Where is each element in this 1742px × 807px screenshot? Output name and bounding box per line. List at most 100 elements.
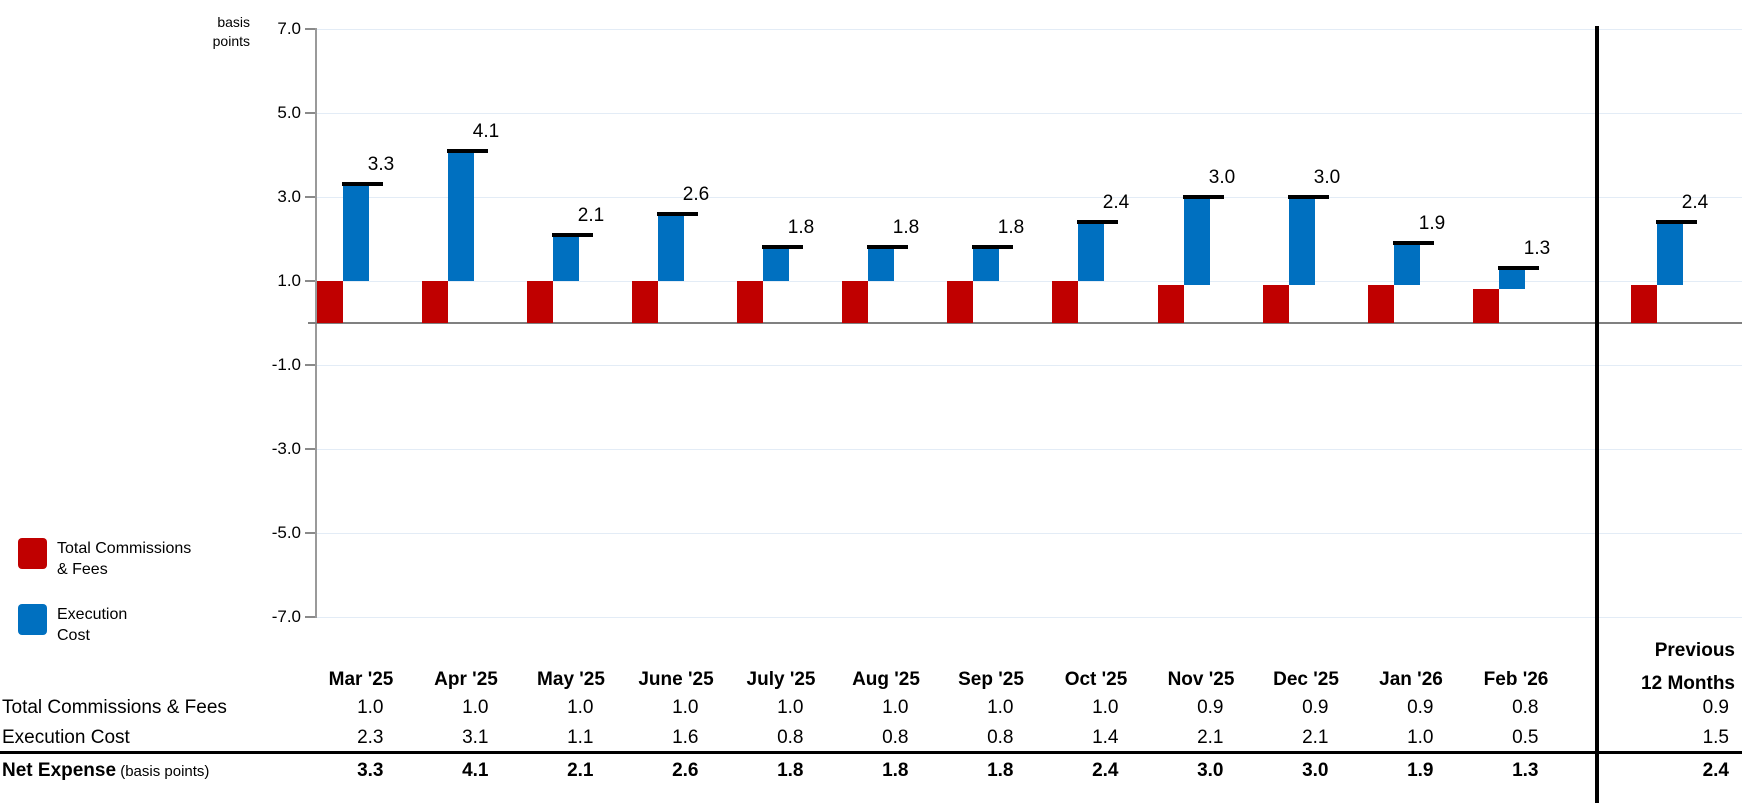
net-expense-cap-marker (1183, 195, 1224, 199)
bar-execution-cost (973, 247, 999, 281)
table-column-header: Apr '25 (434, 669, 498, 690)
y-axis-tick-label: 1.0 (277, 271, 301, 290)
gridline (316, 364, 1742, 366)
y-axis-tick (305, 28, 316, 30)
row-label-suffix: (basis points) (116, 763, 210, 780)
table-column-header: Aug '25 (852, 669, 920, 690)
table-cell: 4.1 (462, 760, 489, 781)
table-cell: 1.6 (672, 727, 699, 748)
net-expense-data-label: 3.0 (1208, 167, 1236, 188)
bar-total-commissions-fees (1263, 285, 1289, 323)
bar-total-commissions-fees (1158, 285, 1184, 323)
net-expense-cap-marker (1077, 220, 1118, 225)
table-cell: 0.8 (882, 727, 909, 748)
net-expense-cap-marker (657, 211, 698, 216)
table-cell: 1.0 (1407, 727, 1434, 748)
table-cell: 3.3 (357, 760, 384, 781)
net-expense-data-label: 4.1 (472, 120, 500, 142)
table-cell: 1.0 (1092, 697, 1119, 718)
table-cell: 0.8 (777, 727, 804, 748)
net-expense-data-label: 3.0 (1313, 167, 1341, 188)
y-axis-tick (305, 280, 316, 282)
table-cell: 2.3 (357, 727, 384, 748)
net-expense-data-label: 1.8 (892, 217, 920, 239)
table-cell: 2.1 (1302, 727, 1329, 748)
table-column-header: Mar '25 (328, 669, 394, 690)
bar-execution-cost (1657, 222, 1683, 286)
table-column-header: June '25 (638, 669, 714, 690)
net-expense-data-label: 1.3 (1523, 238, 1551, 260)
bar-execution-cost (448, 150, 474, 281)
y-axis-tick-label: -1.0 (271, 355, 301, 374)
gridline (316, 532, 1742, 534)
net-expense-cap-marker (1498, 266, 1539, 271)
y-axis-tick (305, 196, 316, 198)
y-axis-tick-label: -5.0 (271, 523, 301, 542)
table-column-header: Feb '26 (1483, 669, 1549, 690)
row-label-text: Execution Cost (2, 727, 130, 748)
summary-table: Mar '25 Apr '25 May '25 June '25 July '25 Aug… (0, 630, 1742, 807)
y-axis-tick (305, 112, 316, 114)
bar-total-commissions-fees (1368, 285, 1394, 323)
table-row-label: Execution Cost (2, 726, 130, 750)
bar-execution-cost (1078, 222, 1104, 281)
net-expense-data-label: 1.9 (1418, 213, 1446, 235)
net-expense-cap-marker (552, 232, 593, 237)
bar-total-commissions-fees (737, 281, 763, 323)
table-cell: 1.9 (1407, 760, 1434, 781)
y-axis-tick (305, 532, 316, 534)
table-column-header-previous-12-months: Previous 12 Months (1641, 640, 1735, 694)
table-row-label: Net Expense (basis points) (2, 759, 209, 784)
net-expense-data-label: 2.4 (1102, 192, 1130, 214)
row-label-text: Total Commissions & Fees (2, 697, 227, 718)
table-column-header: Dec '25 (1273, 669, 1339, 690)
bar-execution-cost (553, 234, 579, 281)
bar-execution-cost (658, 213, 684, 281)
bar-total-commissions-fees (422, 281, 448, 323)
legend-swatch-execution-icon (18, 604, 47, 635)
net-expense-cap-marker (972, 245, 1013, 250)
table-cell: 1.0 (672, 697, 699, 718)
gridline (316, 28, 1742, 30)
table-cell: 1.0 (357, 697, 384, 718)
table-cell: 0.9 (1197, 697, 1224, 718)
net-expense-cap-marker (867, 245, 908, 250)
table-cell: 1.3 (1512, 760, 1539, 781)
table-cell: 1.8 (882, 760, 909, 781)
net-expense-data-label: 1.8 (997, 217, 1025, 239)
row-label-text: Net Expense (2, 760, 117, 781)
gridline (316, 280, 1742, 282)
y-axis-tick (305, 616, 316, 618)
bar-execution-cost (1499, 268, 1525, 290)
table-column-header: July '25 (746, 669, 816, 690)
previous-period-separator (1595, 26, 1599, 803)
table-cell: 3.1 (462, 727, 489, 748)
gridline (316, 448, 1742, 450)
net-expense-cap-marker (1288, 195, 1329, 199)
bar-execution-cost (1184, 197, 1210, 286)
table-cell: 2.1 (1197, 727, 1224, 748)
net-expense-data-label: 2.1 (577, 204, 605, 226)
bar-total-commissions-fees (527, 281, 553, 323)
table-cell: 0.8 (1512, 697, 1539, 718)
table-column-header: May '25 (537, 669, 605, 690)
bar-total-commissions-fees (1631, 285, 1657, 323)
legend-label-commissions: Total Commissions & Fees (57, 540, 192, 578)
table-row-label: Total Commissions & Fees (2, 696, 227, 720)
table-column-header: Jan '26 (1379, 669, 1443, 690)
table-cell: 2.1 (567, 760, 594, 781)
bar-execution-cost (1289, 197, 1315, 286)
bar-execution-cost (763, 247, 789, 281)
bar-total-commissions-fees (947, 281, 973, 323)
net-expense-data-label: 1.8 (787, 217, 815, 239)
table-cell: 1.8 (987, 760, 1014, 781)
net-expense-cap-marker (342, 182, 383, 187)
y-axis-tick-label: 3.0 (277, 187, 301, 206)
table-cell: 1.0 (882, 697, 909, 718)
net-expense-cap-marker (762, 245, 803, 250)
net-expense-data-label: 3.3 (367, 154, 395, 176)
net-expense-data-label: 2.4 (1681, 192, 1709, 214)
table-cell-previous: 0.9 (1702, 697, 1729, 718)
